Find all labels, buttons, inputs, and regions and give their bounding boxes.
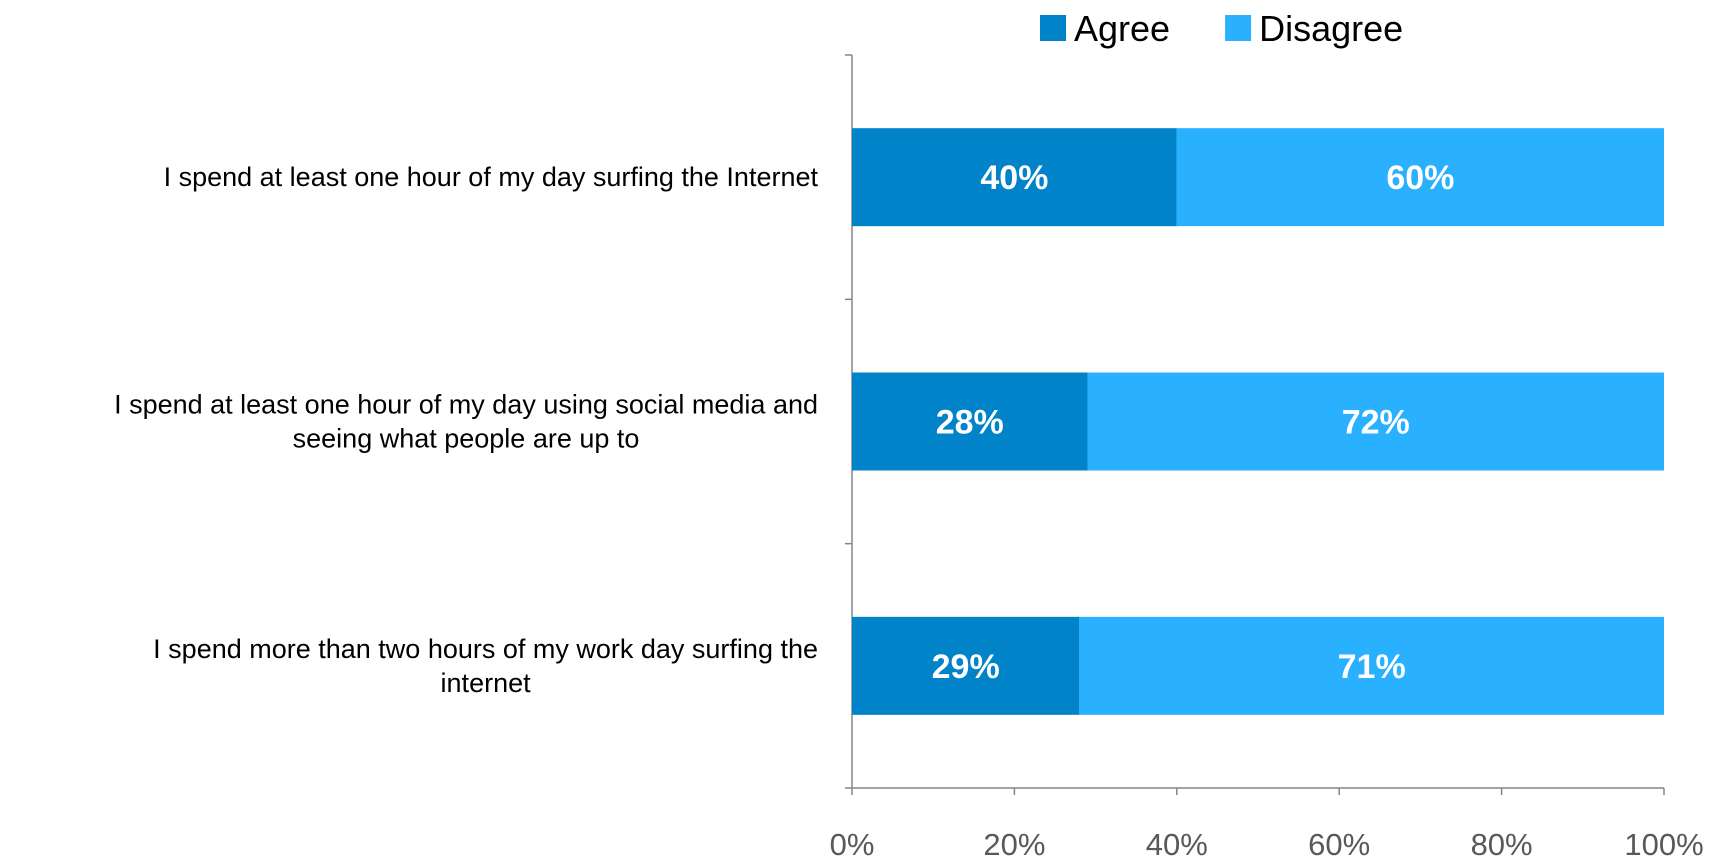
bar-agree-2	[852, 616, 1080, 715]
x-tick-label: 80%	[1471, 827, 1533, 862]
x-tick-label: 20%	[983, 827, 1045, 862]
category-label-1: I spend at least one hour of my day usin…	[114, 390, 818, 454]
bar-disagree-0	[1176, 128, 1664, 227]
category-label-line: seeing what people are up to	[293, 424, 640, 454]
bar-disagree-2	[1079, 616, 1664, 715]
data-label-disagree-0: 60%	[1386, 159, 1454, 197]
data-label-agree-1: 28%	[936, 404, 1004, 442]
data-label-disagree-1: 72%	[1342, 404, 1410, 442]
category-label-0: I spend at least one hour of my day surf…	[164, 162, 819, 192]
category-label-line: internet	[441, 668, 532, 698]
data-label-agree-2: 29%	[932, 648, 1000, 686]
category-label-line: I spend more than two hours of my work d…	[153, 634, 818, 664]
bar-disagree-1	[1087, 372, 1664, 471]
x-tick-labels: 0% 20% 40% 60% 80% 100%	[830, 827, 1704, 862]
x-tick-label: 0%	[830, 827, 875, 862]
data-label-agree-0: 40%	[980, 159, 1048, 197]
x-tick-label: 100%	[1624, 827, 1703, 862]
bar-agree-0	[852, 128, 1177, 227]
x-tick-label: 60%	[1308, 827, 1370, 862]
bars: 40% 60% 28% 72% 29% 71%	[852, 128, 1664, 715]
legend: Agree Disagree	[1040, 8, 1403, 49]
legend-label-agree: Agree	[1074, 8, 1170, 49]
bar-agree-1	[852, 372, 1088, 471]
category-label-line: I spend at least one hour of my day surf…	[164, 162, 819, 192]
legend-swatch-disagree	[1225, 15, 1252, 41]
legend-label-disagree: Disagree	[1259, 8, 1403, 49]
category-labels: I spend at least one hour of my day surf…	[114, 162, 818, 698]
legend-swatch-agree	[1040, 15, 1066, 41]
data-label-disagree-2: 71%	[1338, 648, 1406, 686]
x-tick-label: 40%	[1146, 827, 1208, 862]
category-label-line: I spend at least one hour of my day usin…	[114, 390, 818, 420]
category-label-2: I spend more than two hours of my work d…	[153, 634, 818, 698]
